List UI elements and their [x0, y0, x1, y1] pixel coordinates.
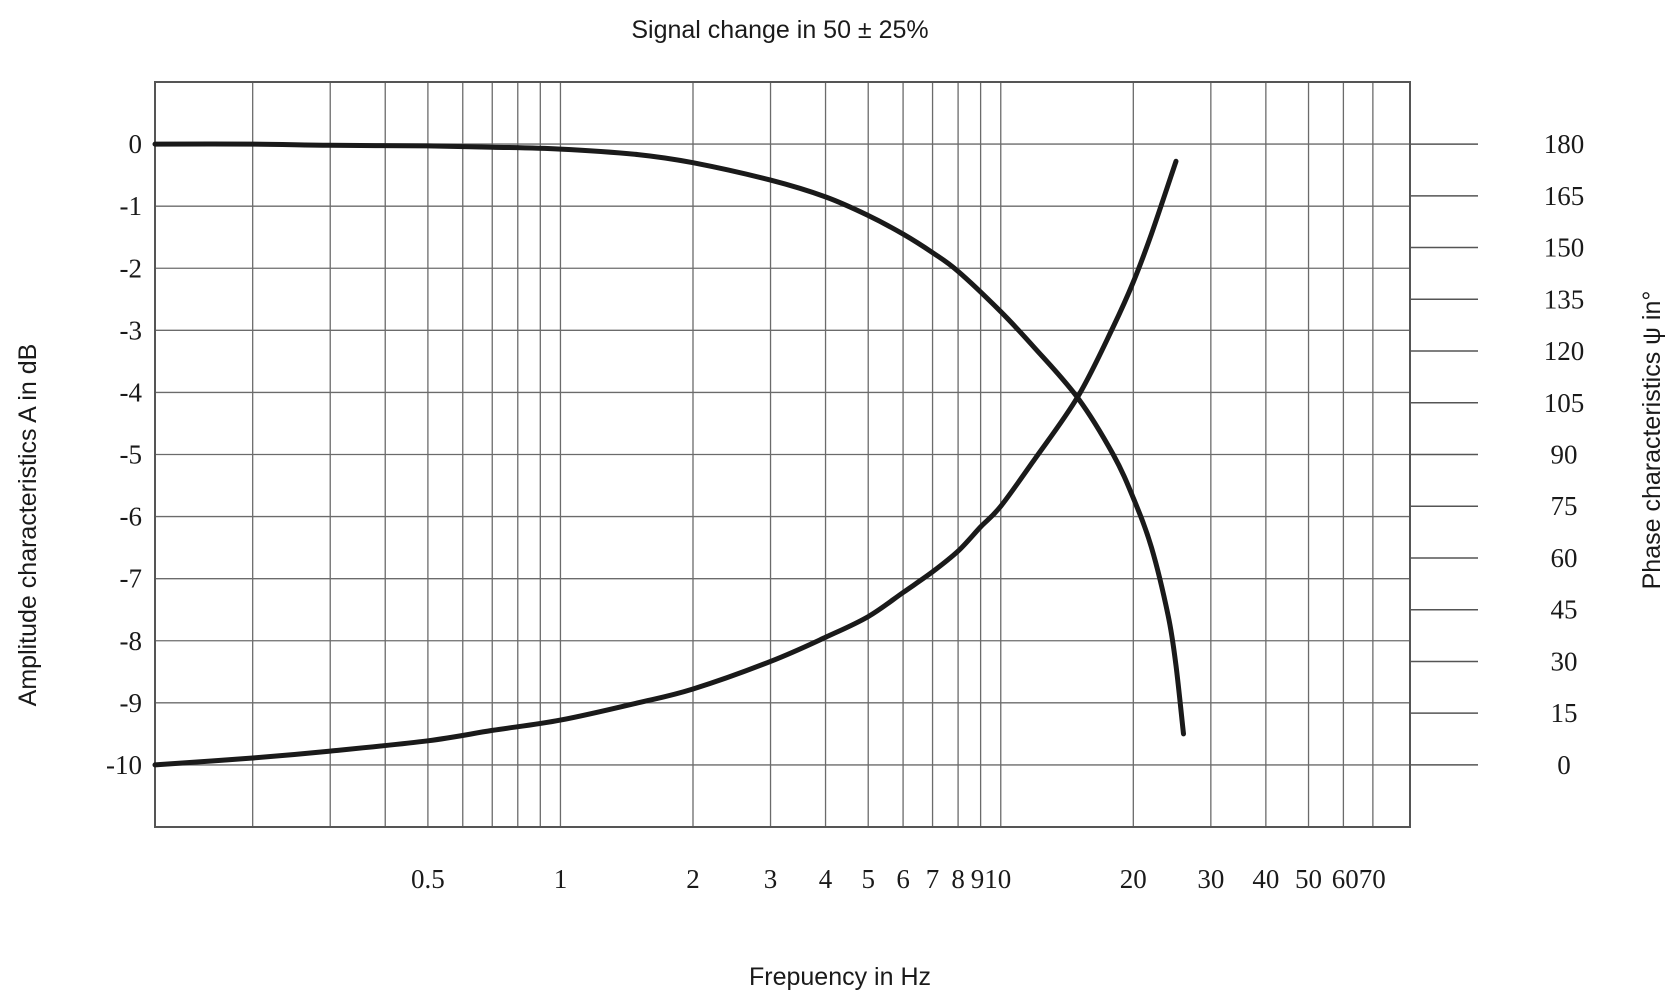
right-axis	[1410, 143, 1478, 766]
y-left-tick-label: -5	[120, 440, 143, 470]
x-tick-label: 4	[819, 864, 833, 894]
y-left-tick-label: -3	[120, 315, 143, 345]
x-tick-label: 6	[896, 864, 910, 894]
y-right-tick-label: 180	[1544, 129, 1585, 159]
y-left-tick-label: -4	[120, 377, 143, 407]
y-left-tick-label: -7	[120, 564, 143, 594]
x-tick-label: 910	[971, 864, 1012, 894]
x-tick-label: 0.5	[411, 864, 445, 894]
y-left-tick-label: -8	[120, 626, 143, 656]
x-axis-ticks: 0.5 1 2 3 4 5 6 7 8 910 20 30 40 50 6070	[411, 864, 1386, 894]
right-y-axis-label: Phase characteristics ψ in°	[1638, 291, 1666, 590]
x-axis-label: Frepuency in Hz	[749, 963, 931, 991]
plot-area	[152, 81, 1478, 828]
x-tick-label: 8	[951, 864, 965, 894]
y-right-tick-label: 120	[1544, 336, 1585, 366]
y-right-tick-label: 135	[1544, 284, 1585, 314]
left-axis-ticks: 0 -1 -2 -3 -4 -5 -6 -7 -8 -9 -10	[106, 129, 142, 780]
y-left-tick-label: -10	[106, 750, 142, 780]
x-tick-label: 20	[1120, 864, 1147, 894]
x-tick-label: 2	[686, 864, 700, 894]
phase-curve	[152, 158, 1179, 768]
y-left-tick-label: -1	[120, 191, 143, 221]
amplitude-curve	[152, 141, 1186, 737]
y-right-tick-label: 15	[1551, 698, 1578, 728]
x-tick-label: 5	[861, 864, 875, 894]
x-tick-label: 50	[1295, 864, 1322, 894]
x-tick-label: 1	[554, 864, 568, 894]
x-tick-label: 40	[1252, 864, 1279, 894]
left-y-axis-label: Amplitude characteristics A in dB	[14, 344, 42, 707]
y-left-tick-label: -2	[120, 253, 143, 283]
y-right-tick-label: 90	[1551, 440, 1578, 470]
y-left-tick-label: -6	[120, 502, 143, 532]
y-left-tick-label: 0	[129, 129, 143, 159]
plot-frame	[154, 81, 1411, 828]
x-tick-label: 30	[1197, 864, 1224, 894]
y-left-tick-label: -9	[120, 688, 143, 718]
y-right-tick-label: 105	[1544, 388, 1585, 418]
y-right-tick-label: 0	[1557, 750, 1571, 780]
x-tick-label: 3	[764, 864, 778, 894]
grid	[155, 82, 1410, 827]
y-right-tick-label: 30	[1551, 646, 1578, 676]
x-tick-label: 6070	[1332, 864, 1386, 894]
y-right-tick-label: 150	[1544, 233, 1585, 263]
y-right-tick-label: 75	[1551, 491, 1578, 521]
y-right-tick-label: 60	[1551, 543, 1578, 573]
y-right-tick-label: 45	[1551, 595, 1578, 625]
chart-title: Signal change in 50 ± 25%	[631, 16, 928, 44]
x-tick-label: 7	[926, 864, 940, 894]
y-right-tick-label: 165	[1544, 181, 1585, 211]
series-group	[152, 141, 1186, 768]
